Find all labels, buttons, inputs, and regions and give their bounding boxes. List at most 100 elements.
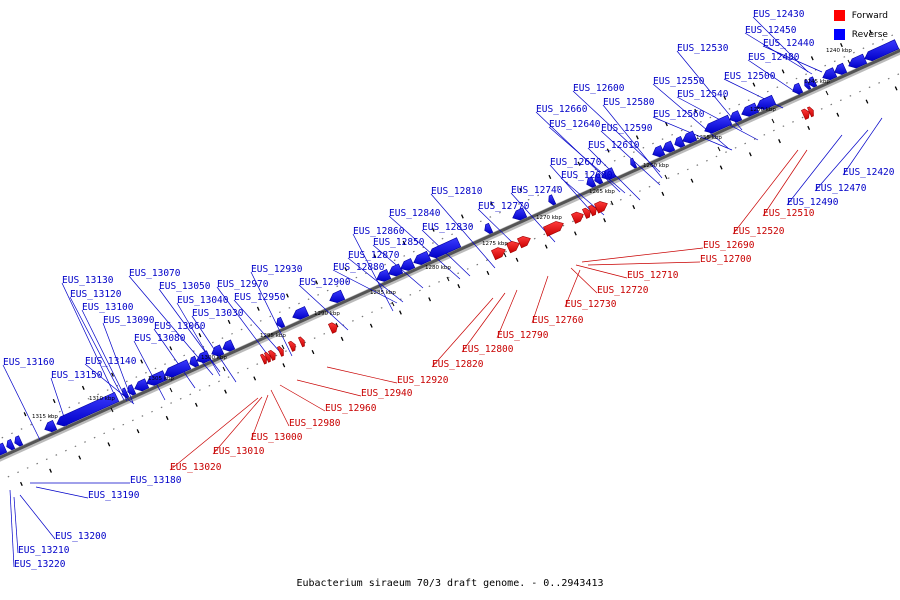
scale-tick-label: 1315 kbp [32, 414, 58, 420]
track-tick [723, 95, 727, 100]
track-tick [661, 191, 665, 196]
genome-backbone [0, 31, 900, 482]
reverse-gene-arrow [189, 355, 200, 368]
reverse-gene-label: EUS_12580 [603, 97, 655, 108]
reverse-gene-label: EUS_12640 [549, 119, 601, 130]
forward-gene-label: EUS_13020 [170, 462, 222, 473]
leader-line [352, 233, 394, 312]
reverse-gene-arrow [196, 350, 212, 364]
reverse-gene-arrow [400, 258, 416, 271]
reverse-gene-label: EUS_12540 [677, 89, 729, 100]
forward-gene-arrow [491, 247, 506, 261]
track-tick [52, 398, 56, 404]
scale-tick-mark [446, 276, 450, 282]
forward-gene-label: EUS_12820 [432, 359, 484, 370]
leader-line [762, 45, 823, 73]
reverse-gene-label: EUS_13030 [192, 308, 244, 319]
forward-gene-label: EUS_12710 [627, 270, 679, 281]
leader-line [169, 397, 259, 471]
reverse-gene-label: EUS_12900 [299, 277, 351, 288]
track-tick [748, 152, 752, 157]
leader-line [676, 96, 759, 141]
forward-gene-label: EUS_12760 [532, 315, 584, 326]
reverse-gene-label: EUS_13190 [88, 490, 140, 501]
track-tick [428, 297, 432, 302]
reverse-gene-label: EUS_12450 [745, 25, 797, 36]
leader-line [600, 130, 661, 186]
leader-line [279, 384, 326, 412]
track-tick [402, 240, 406, 245]
reverse-gene-label: EUS_12440 [763, 38, 815, 49]
reverse-gene-arrow [222, 339, 236, 352]
track-tick [519, 188, 523, 193]
leader-line [531, 275, 549, 324]
leader-line [233, 299, 281, 353]
leader-line [762, 149, 808, 217]
reverse-gene-label: EUS_13040 [177, 295, 229, 306]
reverse-gene-label: EUS_12560 [653, 109, 705, 120]
legend-forward-label: Forward [851, 10, 888, 21]
track-tick [548, 174, 552, 180]
reverse-gene-label: EUS_12860 [353, 226, 405, 237]
leader-line [296, 379, 362, 397]
reverse-gene-label: EUS_13080 [134, 333, 186, 344]
track-tick [227, 319, 231, 325]
scale-tick-mark [503, 252, 507, 258]
leader-line [581, 247, 704, 263]
reverse-gene-label: EUS_12880 [333, 262, 385, 273]
scale-tick-mark [610, 200, 614, 206]
track-tick [165, 415, 169, 421]
reverse-gene-label: EUS_12670 [550, 157, 602, 168]
forward-gene-arrow [801, 108, 810, 120]
leader-line [587, 261, 701, 266]
reverse-gene-label: EUS_12660 [536, 104, 588, 115]
track-tick [573, 231, 577, 236]
scale-tick-mark [169, 387, 173, 393]
track-tick [282, 363, 286, 368]
track-tick [810, 56, 814, 61]
reverse-gene-arrow [388, 263, 404, 277]
leader-line [19, 494, 56, 540]
reverse-gene-label: EUS_13210 [18, 545, 70, 556]
reverse-gene-label: EUS_12870 [348, 250, 400, 261]
track-tick [431, 227, 435, 232]
reverse-gene-label: EUS_12950 [234, 292, 286, 303]
forward-gene-arrow [517, 235, 531, 249]
track-tick [544, 244, 548, 249]
track-tick [490, 201, 493, 206]
forward-gene-arrow [807, 106, 814, 118]
scale-tick-mark [391, 301, 395, 307]
reverse-gene-label: EUS_13220 [14, 559, 66, 570]
reverse-gene-arrow [56, 392, 120, 427]
track-tick [865, 99, 869, 104]
leader-line [133, 340, 166, 401]
forward-gene-arrow [328, 322, 338, 334]
leader-line [548, 126, 626, 194]
reverse-gene-label: EUS_12420 [843, 167, 895, 178]
leader-line [431, 297, 494, 368]
reverse-gene-arrow [44, 420, 58, 433]
forward-gene-label: EUS_12920 [397, 375, 449, 386]
leader-line [153, 328, 196, 389]
track-tick [778, 139, 781, 144]
forward-gene-arrow [260, 353, 267, 365]
reverse-gene-arrow [682, 130, 698, 144]
leader-line [212, 396, 263, 455]
leader-line [250, 271, 293, 357]
track-tick [49, 468, 52, 473]
reverse-gene-label: EUS_12530 [677, 43, 729, 54]
reverse-gene-label: EUS_12430 [753, 9, 805, 20]
lower-dotted-track [0, 72, 900, 482]
leader-line [388, 215, 461, 280]
forward-gene-label: EUS_12980 [289, 418, 341, 429]
forward-gene-label: EUS_12790 [497, 330, 549, 341]
track-tick [635, 135, 639, 140]
scale-tick-label: 1260 kbp [643, 163, 669, 169]
reverse-gene-arrow [792, 82, 804, 95]
backbone-line [0, 48, 900, 460]
track-tick [140, 359, 144, 364]
reverse-gene-label: EUS_13140 [85, 356, 137, 367]
reverse-gene-label: EUS_12480 [748, 52, 800, 63]
track-tick [256, 306, 260, 311]
scale-tick-label: 1290 kbp [314, 311, 340, 317]
